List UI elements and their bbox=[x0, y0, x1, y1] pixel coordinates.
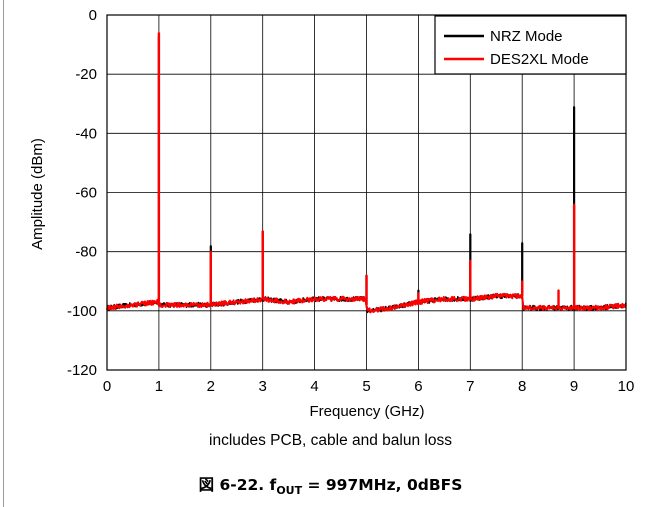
x-axis-label: Frequency (GHz) bbox=[309, 403, 424, 420]
x-tick-label: 1 bbox=[155, 378, 163, 395]
x-tick-label: 10 bbox=[618, 378, 635, 395]
x-tick-label: 9 bbox=[570, 378, 578, 395]
x-tick-label: 7 bbox=[466, 378, 474, 395]
y-tick-label: -120 bbox=[67, 362, 97, 379]
legend-box bbox=[434, 15, 627, 75]
legend: NRZ Mode DES2XL Mode bbox=[434, 15, 627, 75]
x-tick-label: 0 bbox=[103, 378, 111, 395]
y-tick-label: 0 bbox=[89, 7, 97, 24]
x-tick-label: 6 bbox=[414, 378, 422, 395]
x-tick-label: 3 bbox=[259, 378, 267, 395]
plot-border bbox=[106, 14, 627, 371]
caption-suffix: = 997MHz, 0dBFS bbox=[302, 476, 463, 494]
legend-label-des2xl: DES2XL Mode bbox=[490, 51, 589, 68]
x-tick-labels: 0 1 2 3 4 5 6 7 8 9 10 bbox=[103, 378, 635, 395]
spectrum-chart: 0 1 2 3 4 5 6 7 8 9 10 0 -20 -40 -60 -80 -100 -120 Frequ… bbox=[29, 7, 635, 420]
x-tick-label: 2 bbox=[207, 378, 215, 395]
y-tick-label: -100 bbox=[67, 303, 97, 320]
y-axis-label: Amplitude (dBm) bbox=[29, 138, 46, 250]
y-tick-labels: 0 -20 -40 -60 -80 -100 -120 bbox=[67, 7, 97, 379]
caption-prefix: 図 6-22. f bbox=[198, 476, 277, 494]
series-trace-des2xl bbox=[106, 31, 627, 314]
y-tick-label: -20 bbox=[75, 66, 97, 83]
figure-caption: 図 6-22. fOUT = 997MHz, 0dBFS bbox=[0, 473, 661, 497]
series-lines bbox=[106, 31, 627, 314]
legend-label-nrz: NRZ Mode bbox=[490, 28, 563, 45]
left-margin-rule bbox=[3, 0, 4, 507]
caption-subscript: OUT bbox=[276, 484, 303, 498]
y-tick-label: -40 bbox=[75, 125, 97, 142]
y-tick-label: -80 bbox=[75, 244, 97, 261]
x-tick-label: 8 bbox=[518, 378, 526, 395]
x-tick-label: 5 bbox=[362, 378, 370, 395]
measurement-note: includes PCB, cable and balun loss bbox=[209, 432, 452, 449]
x-tick-label: 4 bbox=[310, 378, 318, 395]
y-tick-label: -60 bbox=[75, 185, 97, 202]
